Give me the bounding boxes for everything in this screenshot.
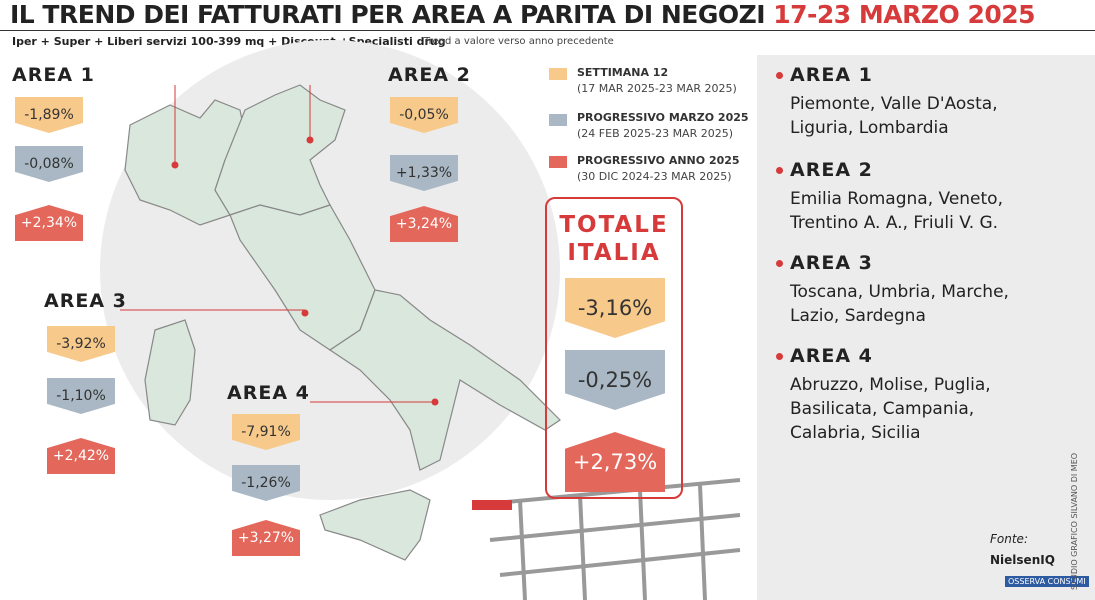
area-label: AREA 3 — [44, 290, 127, 312]
region-line: Liguria, Lombardia — [790, 118, 949, 138]
credit: STUDIO GRAFICO SILVANO DI MEO — [1070, 452, 1079, 590]
total-box — [545, 197, 683, 499]
area-2-shape — [214, 84, 346, 216]
sardegna — [144, 319, 196, 426]
legend-label: PROGRESSIVO ANNO 2025 — [577, 154, 740, 167]
legend-swatch — [549, 68, 567, 80]
region-line: Toscana, Umbria, Marche, — [790, 282, 1009, 302]
italy — [124, 84, 561, 561]
source-logo: NielsenIQ — [990, 553, 1055, 567]
area-label: AREA 4 — [227, 382, 310, 404]
source-label: Fonte: — [990, 532, 1028, 546]
region-heading: AREA 3 — [790, 252, 873, 274]
region-line: Abruzzo, Molise, Puglia, — [790, 375, 991, 395]
region-heading: AREA 4 — [790, 345, 873, 367]
title: IL TREND DEI FATTURATI PER AREA A PARITA… — [10, 0, 1036, 29]
bullet — [776, 167, 783, 174]
bullet — [776, 353, 783, 360]
area-label: AREA 2 — [388, 64, 471, 86]
total-title: TOTALE — [559, 212, 669, 238]
title-dates: 17-23 MARZO 2025 — [773, 0, 1036, 29]
sicilia — [319, 489, 431, 561]
rule — [0, 30, 1095, 31]
legend-label: PROGRESSIVO MARZO 2025 — [577, 111, 749, 124]
region-line: Lazio, Sardegna — [790, 306, 926, 326]
legend-swatch — [549, 114, 567, 126]
legend-period: (24 FEB 2025-23 MAR 2025) — [577, 127, 734, 140]
area-label: AREA 1 — [12, 64, 95, 86]
legend-swatch — [549, 156, 567, 168]
pointers — [120, 85, 439, 406]
legend-period: (17 MAR 2025-23 MAR 2025) — [577, 82, 737, 95]
bullet — [776, 72, 783, 79]
region-line: Calabria, Sicilia — [790, 423, 921, 443]
legend-period: (30 DIC 2024-23 MAR 2025) — [577, 170, 732, 183]
region-heading: AREA 2 — [790, 159, 873, 181]
legend-label: SETTIMANA 12 — [577, 66, 669, 79]
cart-handle — [472, 500, 512, 510]
region-line: Basilicata, Campania, — [790, 399, 975, 419]
source-logo: OSSERVA CONSUMI — [1005, 576, 1089, 587]
cart — [474, 478, 741, 600]
regions-panel — [757, 55, 1095, 600]
badge-month: -0,08% — [15, 146, 83, 182]
total-title: ITALIA — [567, 240, 661, 266]
title-text: IL TREND DEI FATTURATI PER AREA A PARITA… — [10, 0, 766, 29]
region-line: Trentino A. A., Friuli V. G. — [790, 213, 999, 233]
region-line: Piemonte, Valle D'Aosta, — [790, 94, 998, 114]
area-4-shape — [328, 289, 561, 471]
region-line: Emilia Romagna, Veneto, — [790, 189, 1003, 209]
bullet — [776, 260, 783, 267]
note: Trend a valore verso anno precedente — [424, 36, 614, 47]
region-heading: AREA 1 — [790, 64, 873, 86]
